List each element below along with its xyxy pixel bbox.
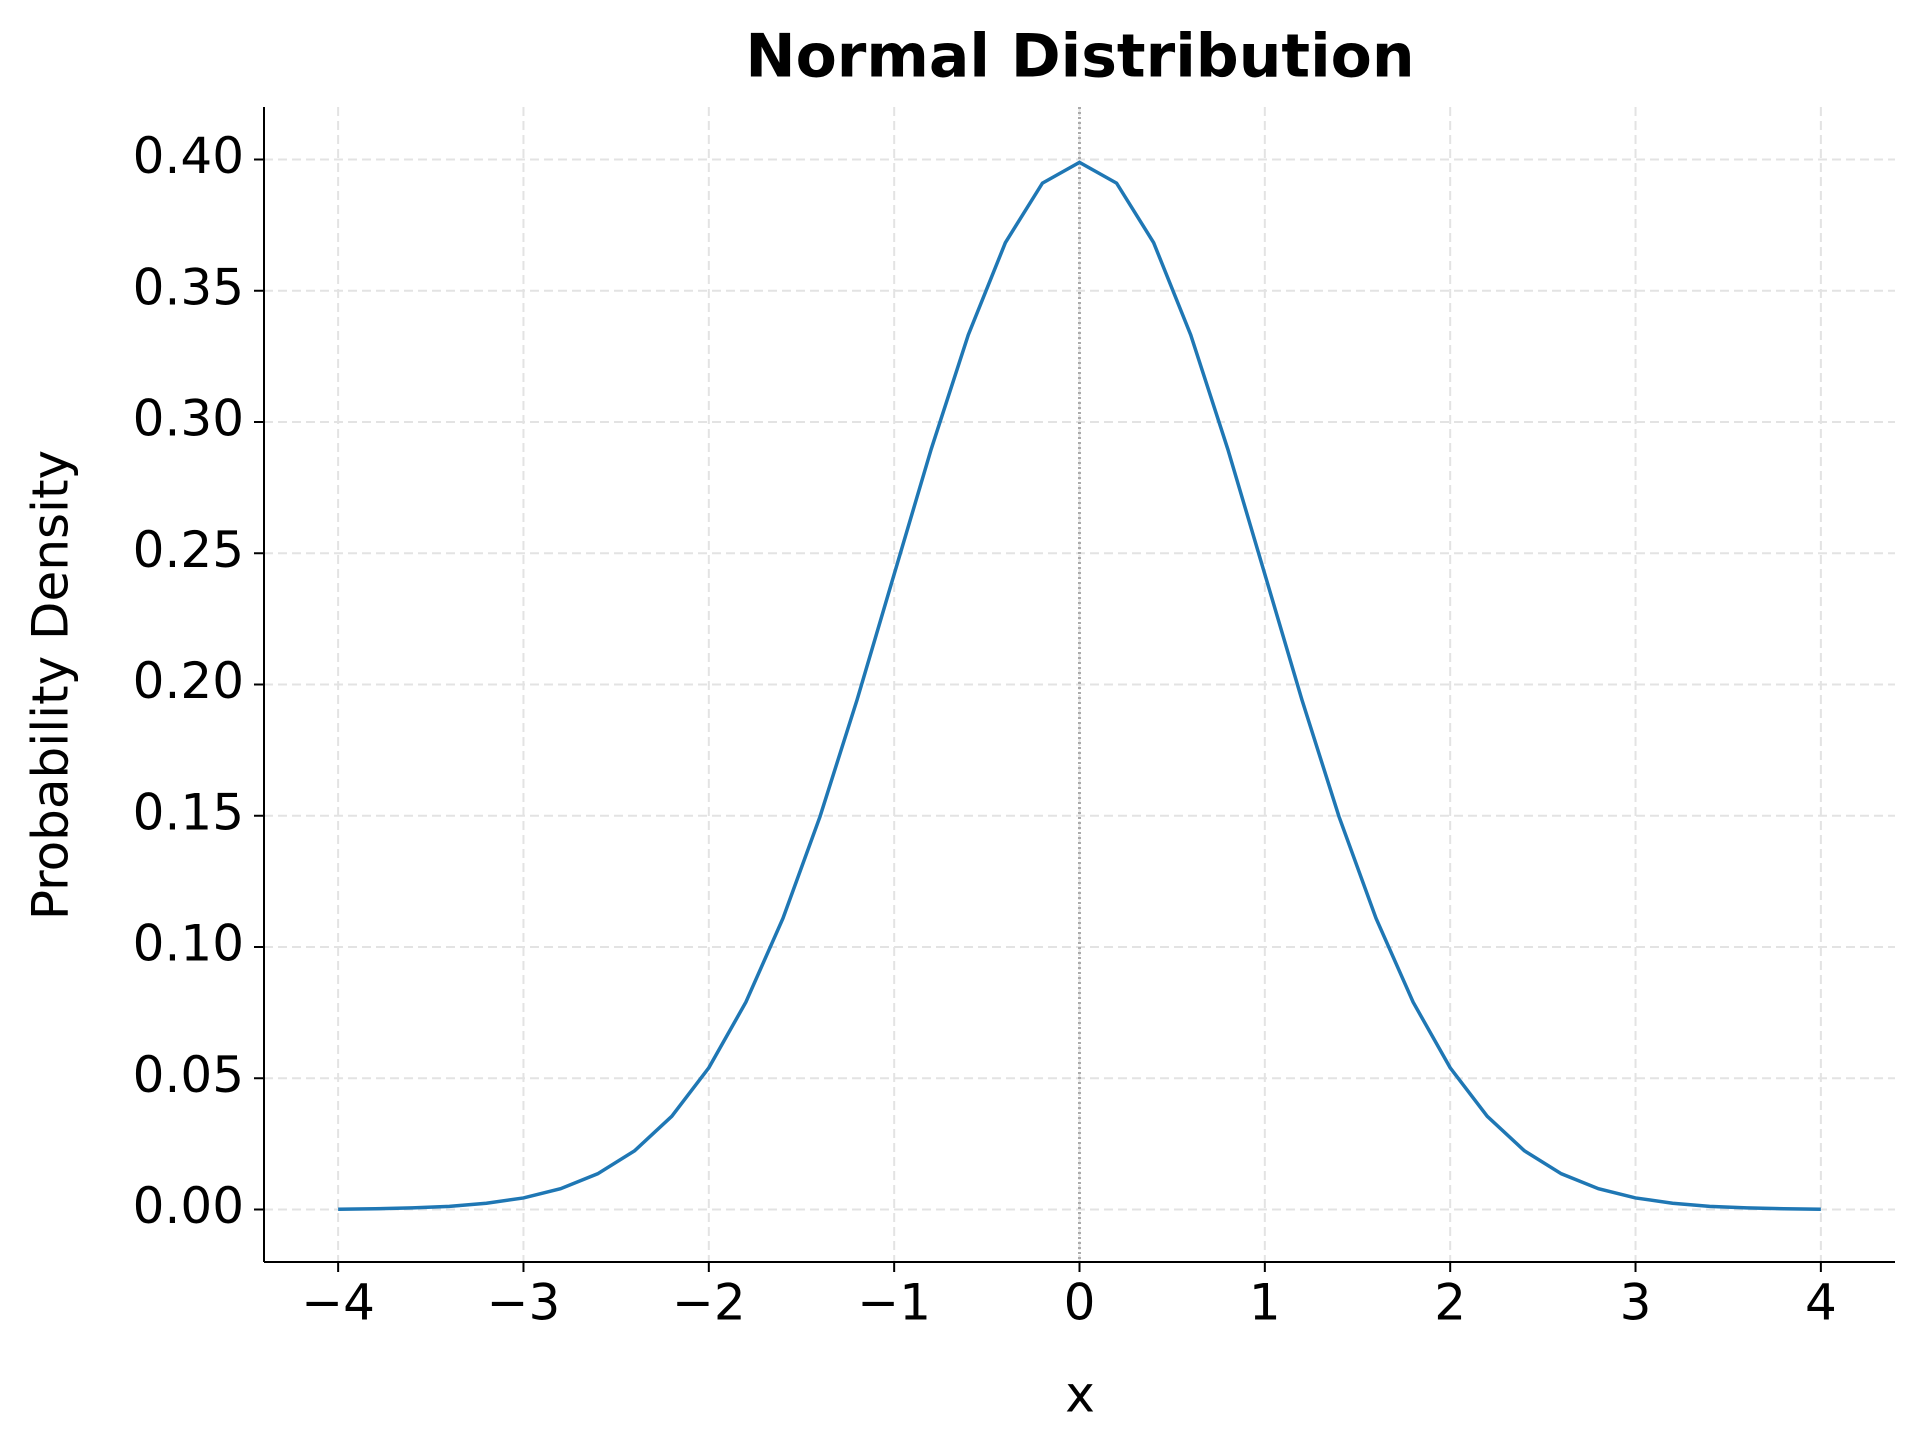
- y-tick-label: 0.15: [133, 783, 244, 841]
- y-tick-label: 0.25: [133, 521, 244, 579]
- x-tick-label: 3: [1620, 1274, 1652, 1332]
- y-tick-label: 0.05: [133, 1046, 244, 1104]
- y-tick-label: 0.00: [133, 1177, 244, 1235]
- line-series: [338, 160, 1821, 1211]
- y-tick-label: 0.40: [133, 127, 244, 185]
- x-tick-label: −2: [672, 1274, 746, 1332]
- y-tick-label: 0.20: [133, 652, 244, 710]
- y-axis-label: Probability Density: [22, 450, 80, 920]
- y-tick-label: 0.30: [133, 390, 244, 448]
- x-tick-label: 1: [1249, 1274, 1281, 1332]
- x-tick-label: 0: [1064, 1274, 1096, 1332]
- chart-title: Normal Distribution: [745, 22, 1414, 92]
- x-tick-label: 4: [1805, 1274, 1837, 1332]
- x-tick-label: −1: [857, 1274, 931, 1332]
- x-tick-label: −4: [301, 1274, 375, 1332]
- x-tick-label: 2: [1434, 1274, 1466, 1332]
- y-tick-label: 0.35: [133, 258, 244, 316]
- y-tick-label: 0.10: [133, 915, 244, 973]
- x-tick-label: −3: [487, 1274, 561, 1332]
- x-axis-label: x: [1065, 1366, 1095, 1424]
